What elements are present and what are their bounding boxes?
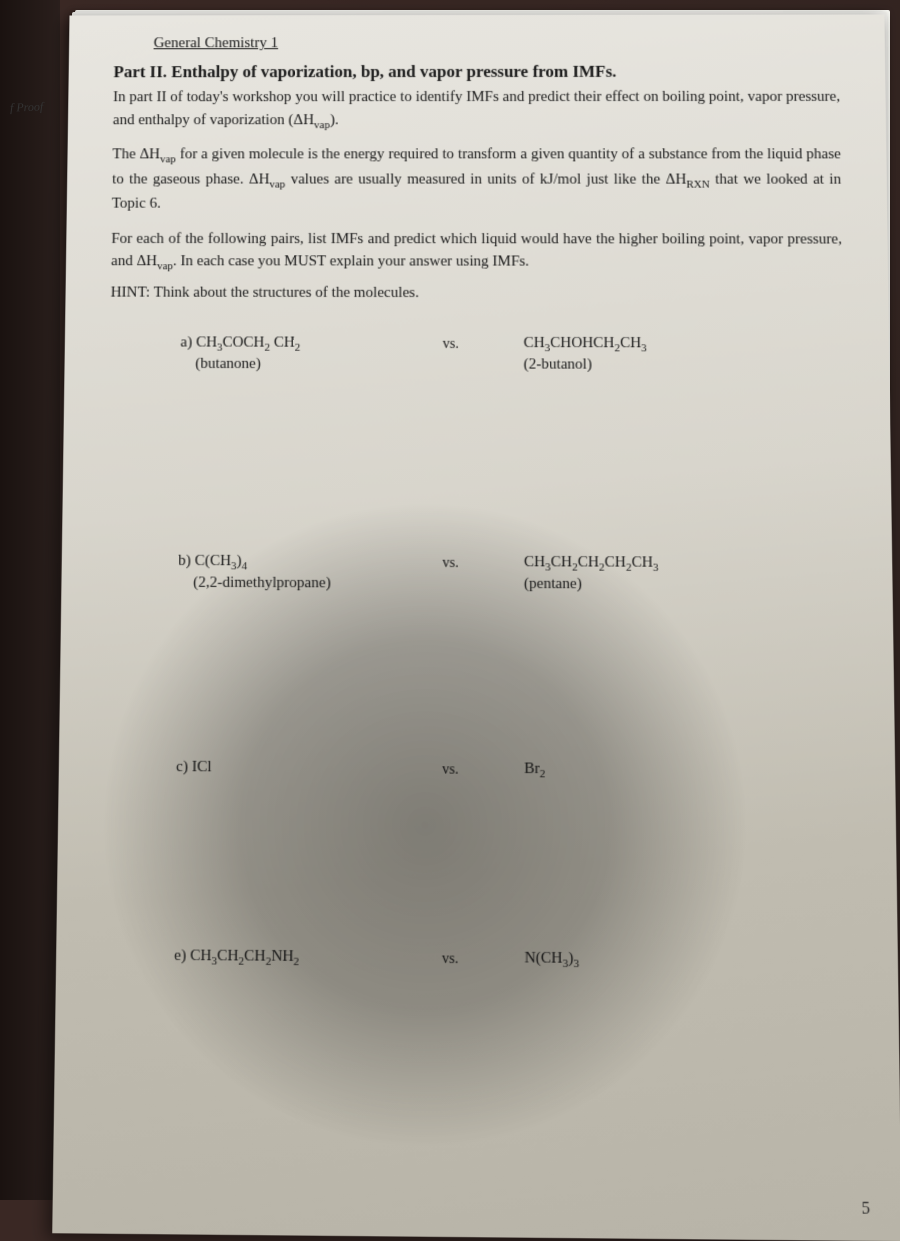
vs-label-e: vs. bbox=[442, 949, 525, 969]
question-b: b) C(CH3)4 (2,2-dimethylpropane) vs. CH3… bbox=[107, 552, 847, 594]
question-e-letter: e) bbox=[174, 947, 186, 964]
question-c-letter: c) bbox=[176, 759, 188, 776]
question-c-right: Br2 bbox=[524, 760, 545, 780]
question-a-right: CH3CHOHCH2CH3 (2-butanol) bbox=[524, 335, 647, 374]
question-e-left: e) CH3CH2CH2NH2 bbox=[174, 947, 442, 969]
intro-paragraph: In part II of today's workshop you will … bbox=[113, 86, 841, 133]
hint-text: HINT: Think about the structures of the … bbox=[111, 281, 843, 305]
question-b-left-name: (2,2-dimethylpropane) bbox=[178, 574, 442, 593]
question-a-right-name: (2-butanol) bbox=[524, 356, 647, 374]
question-b-letter: b) bbox=[178, 553, 191, 570]
definition-paragraph: The ΔHvap for a given molecule is the en… bbox=[112, 143, 842, 215]
question-c: c) ICl vs. Br2 bbox=[105, 758, 849, 782]
page-number: 5 bbox=[861, 1200, 870, 1220]
worksheet-page: General Chemistry 1 Part II. Enthalpy of… bbox=[52, 15, 900, 1241]
question-a-left-name: (butanone) bbox=[180, 356, 442, 374]
question-a: a) CH3COCH2 CH2 (butanone) vs. CH3CHOHCH… bbox=[110, 334, 844, 374]
question-a-left: a) CH3COCH2 CH2 (butanone) bbox=[180, 334, 443, 373]
question-c-left: c) ICl bbox=[176, 759, 442, 778]
vs-label-c: vs. bbox=[442, 760, 524, 779]
question-e: e) CH3CH2CH2NH2 vs. N(CH3)3 bbox=[102, 947, 851, 972]
vs-label-a: vs. bbox=[443, 335, 524, 354]
margin-proof-label: f Proof bbox=[10, 99, 44, 115]
question-b-right: CH3CH2CH2CH2CH3 (pentane) bbox=[524, 554, 659, 594]
question-a-letter: a) bbox=[180, 334, 192, 350]
task-paragraph: For each of the following pairs, list IM… bbox=[111, 227, 842, 275]
desk-background bbox=[0, 0, 60, 1200]
question-e-right: N(CH3)3 bbox=[525, 950, 580, 971]
question-b-left: b) C(CH3)4 (2,2-dimethylpropane) bbox=[178, 553, 442, 593]
course-header: General Chemistry 1 bbox=[154, 35, 840, 53]
question-b-right-name: (pentane) bbox=[524, 576, 659, 594]
vs-label-b: vs. bbox=[442, 554, 524, 573]
part-title: Part II. Enthalpy of vaporization, bp, a… bbox=[113, 62, 840, 83]
